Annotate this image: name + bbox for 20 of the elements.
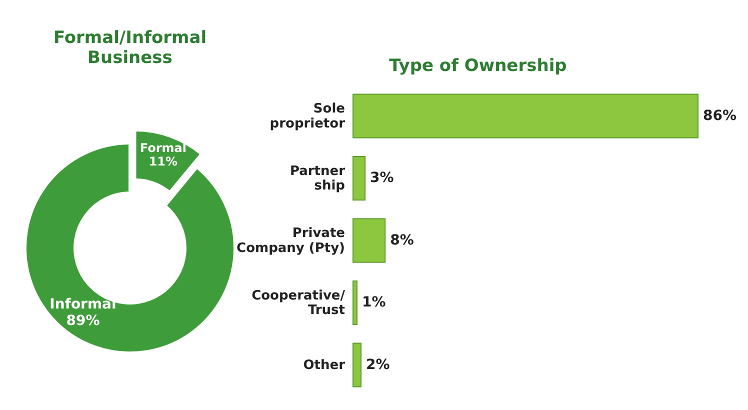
chart-title: Formal/Informal Business [53, 28, 207, 68]
data-label: 2% [366, 356, 390, 373]
data-label: 8% [390, 232, 414, 248]
data-label: 86% [703, 108, 737, 124]
y-tick-label: Cooperative/ Trust [252, 288, 346, 318]
data-label: 1% [362, 294, 386, 311]
bar [352, 342, 362, 388]
y-tick-label: Partner ship [290, 163, 346, 194]
bar [352, 218, 386, 263]
bar [352, 280, 358, 326]
bar [352, 156, 366, 201]
chart-title: Type of Ownership [389, 56, 567, 76]
y-tick-label: Other [303, 358, 346, 373]
data-label: 11% [148, 154, 178, 169]
data-label: 89% [66, 312, 100, 329]
data-label: 3% [370, 170, 394, 186]
y-tick-label: Sole proprietor [270, 101, 346, 132]
slice-label: Formal [140, 141, 186, 156]
y-tick-label: Private Company (Pty) [236, 226, 346, 256]
bar [352, 94, 698, 138]
